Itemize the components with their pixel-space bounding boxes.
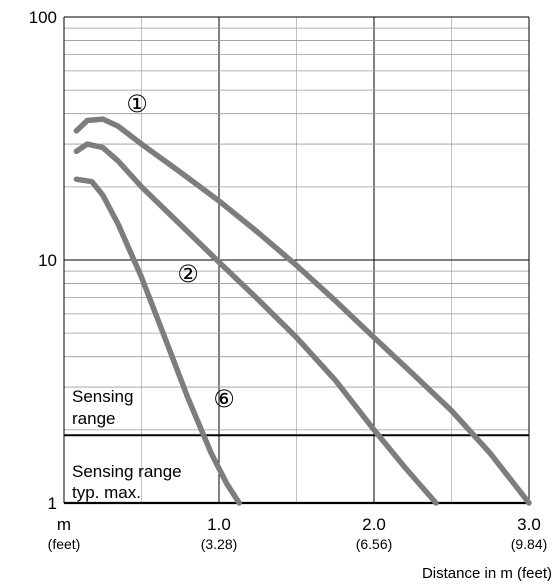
sensing-range-label-line-1: Sensing bbox=[72, 387, 133, 406]
sensing-range-typ-max-label-line-1: Sensing range bbox=[72, 462, 182, 481]
series-layer bbox=[73, 116, 532, 506]
x-tick-sublabel: (9.84) bbox=[511, 536, 548, 552]
axis-frame bbox=[63, 16, 530, 505]
series-1-marker: ① bbox=[126, 90, 148, 118]
y-tick-label: 1 bbox=[48, 494, 57, 513]
x-tick-sublabel: (feet) bbox=[48, 536, 81, 552]
x-tick-sublabel: (6.56) bbox=[356, 536, 393, 552]
series-2-curve bbox=[73, 141, 439, 506]
x-tick-label: 3.0 bbox=[517, 515, 541, 534]
y-tick-label: 10 bbox=[38, 251, 57, 270]
sensing-range-typ-max-label-line-2: typ. max. bbox=[72, 483, 141, 502]
series-2-marker: ② bbox=[177, 260, 199, 288]
x-tick-label: 2.0 bbox=[362, 515, 386, 534]
x-axis-title: Distance in m (feet) bbox=[422, 565, 552, 582]
x-tick-sublabel: (3.28) bbox=[201, 536, 238, 552]
y-tick-label: 100 bbox=[29, 8, 57, 27]
series-6-marker: ⑥ bbox=[213, 385, 235, 413]
series-1-curve bbox=[73, 116, 532, 506]
x-tick-label: m bbox=[57, 515, 71, 534]
x-tick-label: 1.0 bbox=[207, 515, 231, 534]
sensing-range-label-line-2: range bbox=[72, 409, 115, 428]
label-layer: ① ② ⑥ 1 10 100 m (feet) 1.0 (3.28) 2.0 (6.56) 3.0 (9.… bbox=[29, 8, 548, 552]
series-6-curve bbox=[73, 176, 242, 506]
